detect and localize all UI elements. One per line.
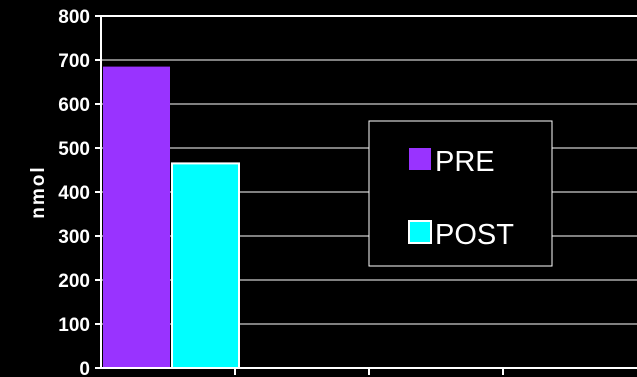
y-tick-labels: 0 100 200 300 400 500 600 700 800: [58, 7, 90, 377]
y-tick-label: 400: [58, 183, 90, 204]
bars: [103, 66, 240, 369]
axes: [95, 15, 637, 375]
bar-post: [171, 162, 240, 369]
y-tick-label: 800: [58, 7, 90, 28]
y-tick-label: 500: [58, 139, 90, 160]
y-tick-label: 300: [58, 227, 90, 248]
y-axis-title: nmol: [28, 165, 49, 218]
legend-swatch-pre: [409, 148, 431, 170]
y-tick-label: 600: [58, 95, 90, 116]
y-tick-label: 200: [58, 271, 90, 292]
legend-label-post: POST: [435, 219, 514, 251]
y-tick-label: 0: [79, 359, 90, 377]
legend-label-pre: PRE: [435, 146, 495, 178]
legend-box: [368, 120, 553, 267]
bar-pre: [103, 66, 170, 368]
y-tick-label: 100: [58, 315, 90, 336]
legend: PRE POST: [368, 120, 553, 267]
legend-swatch-post: [408, 220, 432, 244]
y-tick-label: 700: [58, 51, 90, 72]
